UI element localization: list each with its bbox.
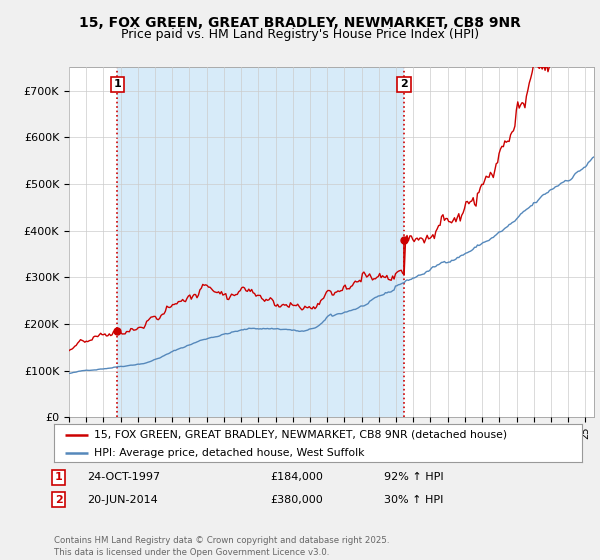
Text: 20-JUN-2014: 20-JUN-2014 (87, 494, 158, 505)
Text: 24-OCT-1997: 24-OCT-1997 (87, 472, 160, 482)
Text: £184,000: £184,000 (270, 472, 323, 482)
Text: HPI: Average price, detached house, West Suffolk: HPI: Average price, detached house, West… (94, 448, 364, 458)
Bar (118, 67, 404, 417)
Text: Price paid vs. HM Land Registry's House Price Index (HPI): Price paid vs. HM Land Registry's House … (121, 28, 479, 41)
Text: 15, FOX GREEN, GREAT BRADLEY, NEWMARKET, CB8 9NR: 15, FOX GREEN, GREAT BRADLEY, NEWMARKET,… (79, 16, 521, 30)
Text: 2: 2 (400, 80, 408, 90)
Text: Contains HM Land Registry data © Crown copyright and database right 2025.
This d: Contains HM Land Registry data © Crown c… (54, 536, 389, 557)
Text: 1: 1 (55, 472, 62, 482)
Text: 30% ↑ HPI: 30% ↑ HPI (384, 494, 443, 505)
Text: 15, FOX GREEN, GREAT BRADLEY, NEWMARKET, CB8 9NR (detached house): 15, FOX GREEN, GREAT BRADLEY, NEWMARKET,… (94, 430, 507, 440)
Text: 92% ↑ HPI: 92% ↑ HPI (384, 472, 443, 482)
Text: 1: 1 (113, 80, 121, 90)
Text: £380,000: £380,000 (270, 494, 323, 505)
Text: 2: 2 (55, 494, 62, 505)
